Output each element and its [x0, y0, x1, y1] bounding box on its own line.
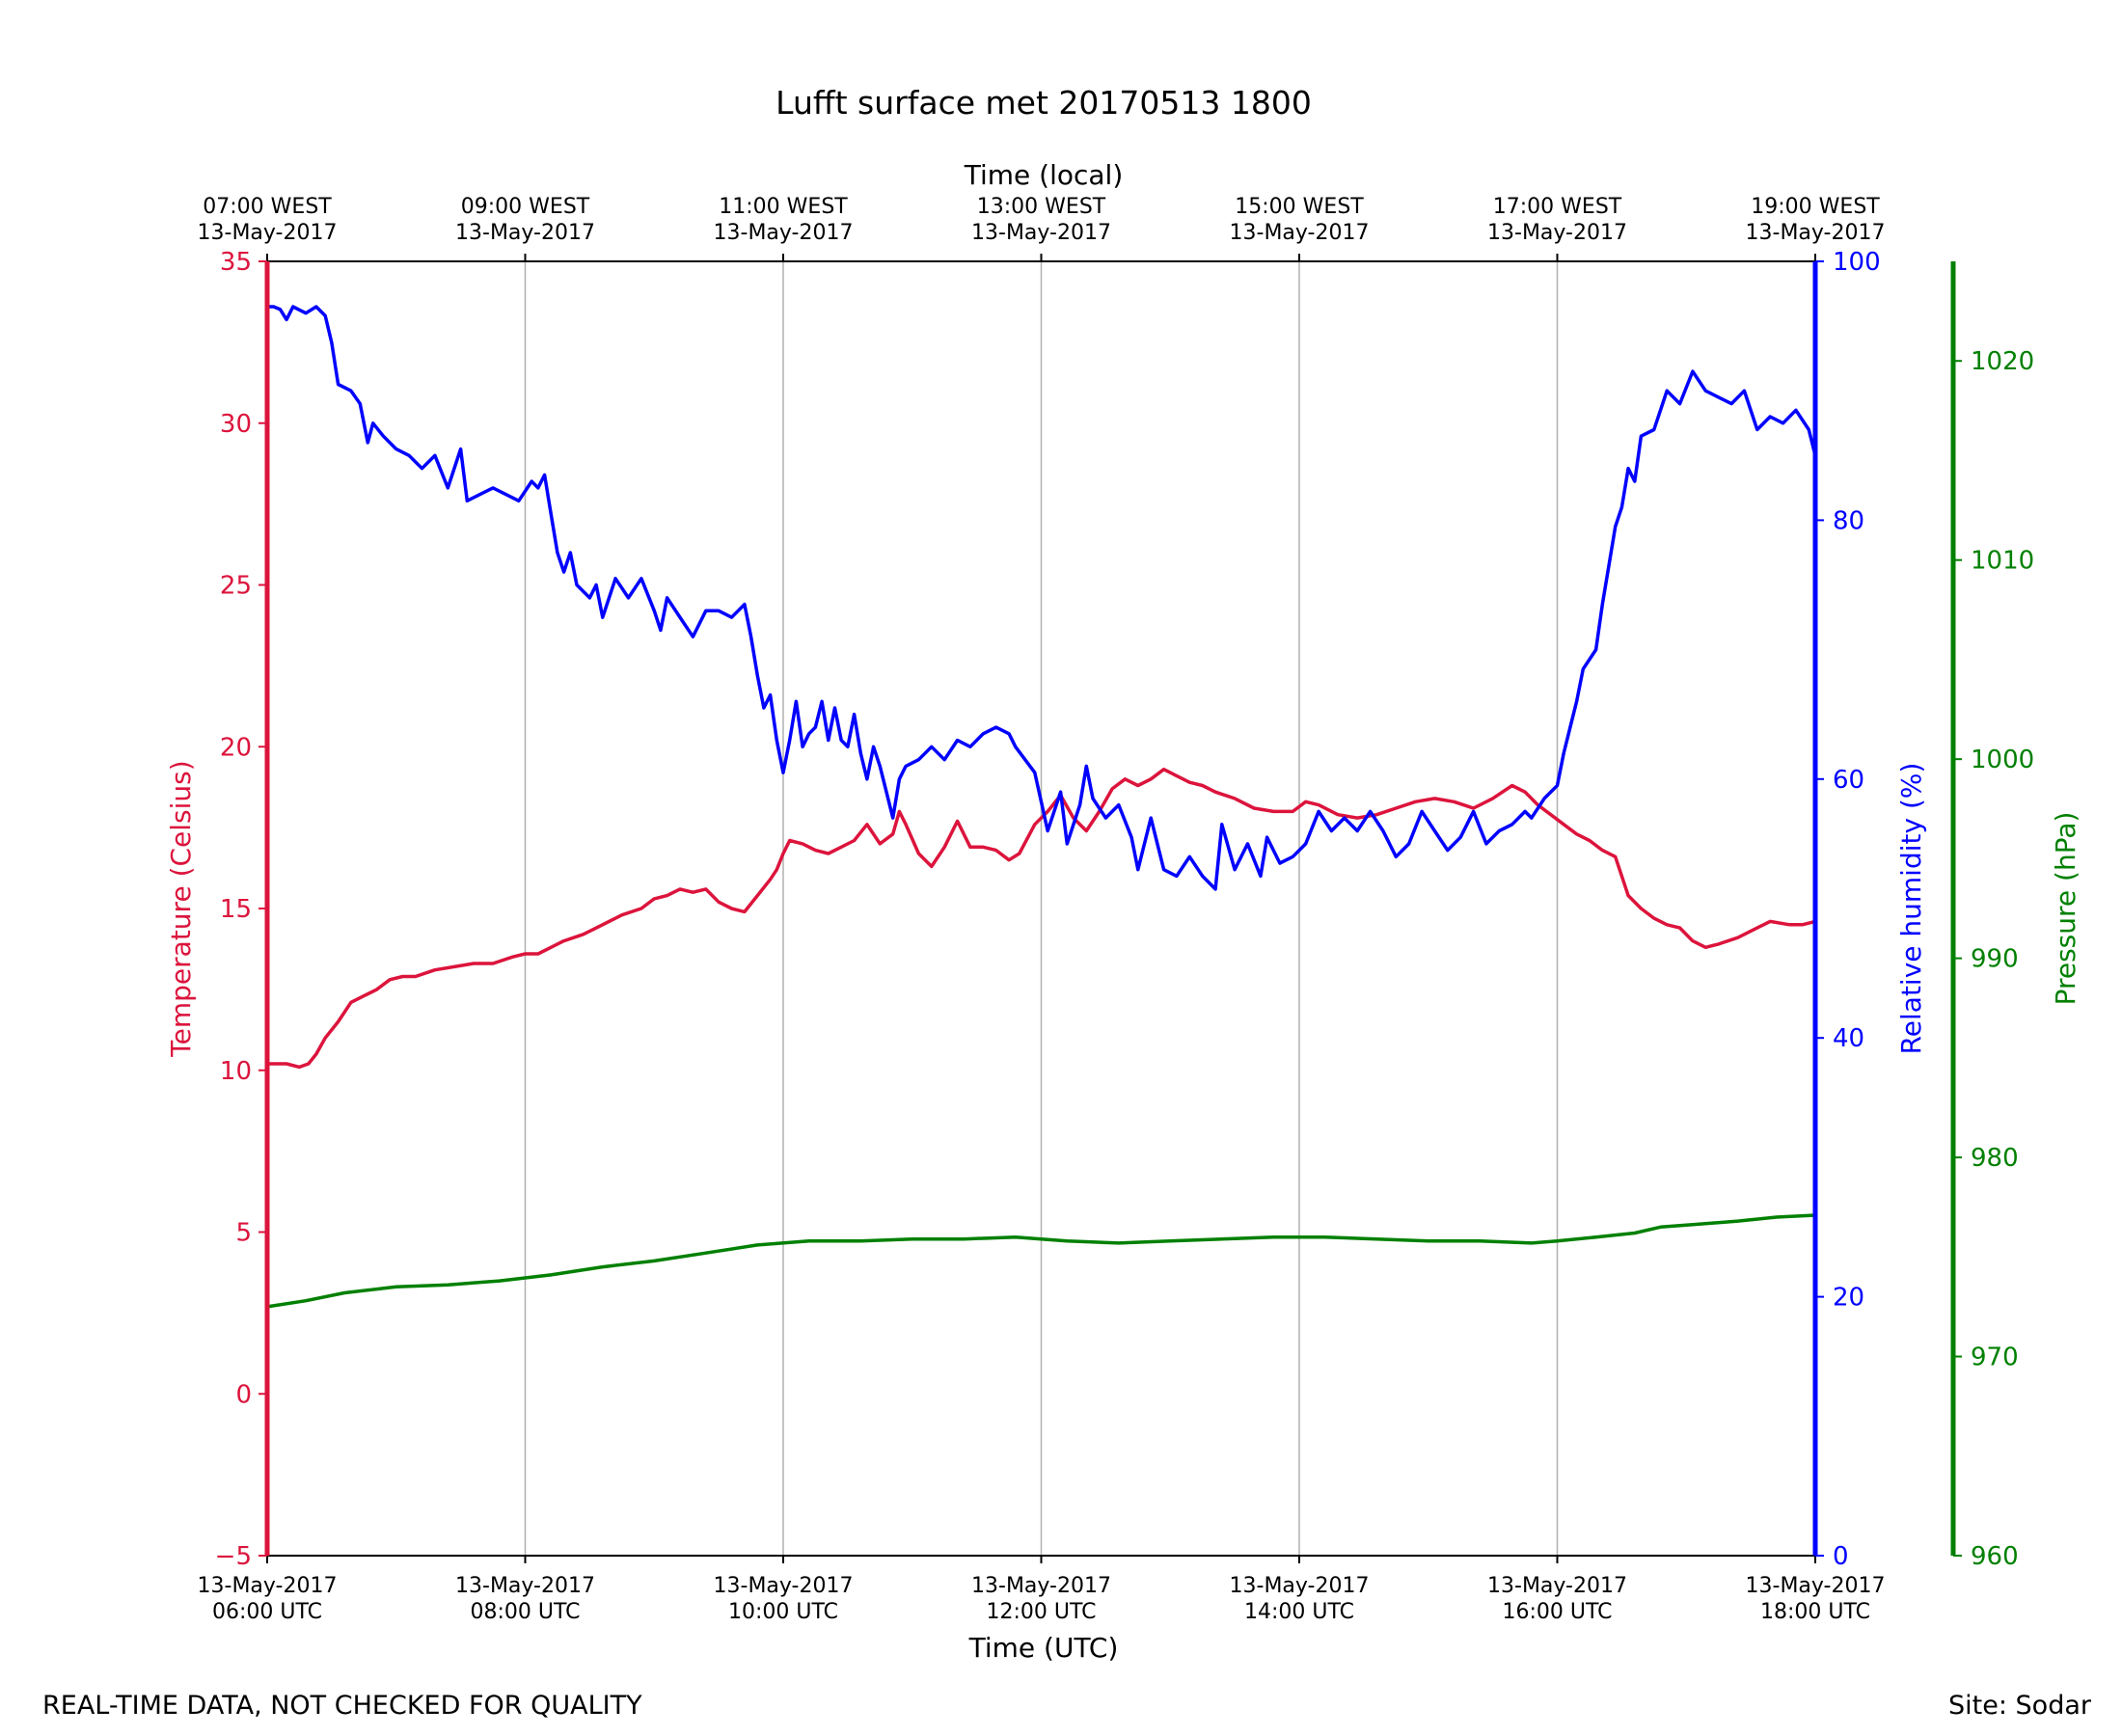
x2-tick-label: 13-May-2017: [1230, 221, 1370, 245]
temperature-tick-label: 35: [220, 248, 252, 277]
pressure-tick-label: 960: [1971, 1542, 2019, 1571]
x2-tick-label: 13-May-2017: [1746, 221, 1886, 245]
humidity-axis-label: Relative humidity (%): [1895, 763, 1927, 1055]
grid-layer: [524, 261, 1559, 1556]
x2-tick-label: 13-May-2017: [1487, 221, 1627, 245]
site-label: Site: Sodar: [1948, 1691, 2092, 1721]
temperature-tick-label: 25: [220, 572, 252, 601]
temperature-tick-label: 0: [235, 1380, 252, 1409]
x-tick-label: 10:00 UTC: [728, 1600, 838, 1624]
x-tick-label: 13-May-2017: [455, 1574, 595, 1598]
x-tick-label: 18:00 UTC: [1760, 1600, 1870, 1624]
temperature-tick-label: 5: [235, 1219, 252, 1248]
pressure-tick-label: 1010: [1971, 547, 2034, 576]
x-tick-label: 13-May-2017: [198, 1574, 338, 1598]
x2-tick-label: 13:00 WEST: [977, 195, 1106, 219]
x-tick-label: 14:00 UTC: [1244, 1600, 1354, 1624]
x2-tick-label: 13-May-2017: [971, 221, 1111, 245]
humidity-tick-label: 80: [1833, 506, 1864, 535]
x-tick-label: 08:00 UTC: [470, 1600, 580, 1624]
humidity-tick-label: 100: [1833, 248, 1881, 277]
temperature-axis-label: Temperature (Celsius): [165, 760, 197, 1057]
x-tick-label: 06:00 UTC: [212, 1600, 322, 1624]
pressure-tick-label: 970: [1971, 1343, 2019, 1372]
top-axis-label: Time (local): [964, 159, 1124, 191]
x-axis-label: Time (UTC): [968, 1632, 1119, 1664]
pressure-axis-label: Pressure (hPa): [2050, 812, 2081, 1006]
series-layer: [266, 305, 1817, 1309]
pressure-tick-label: 1000: [1971, 746, 2034, 774]
humidity-tick-label: 60: [1833, 766, 1864, 795]
temperature-tick-label: −5: [215, 1542, 252, 1571]
x2-tick-label: 11:00 WEST: [719, 195, 848, 219]
temperature-tick-label: 10: [220, 1057, 252, 1086]
pressure-tick-label: 1020: [1971, 347, 2034, 376]
temperature-tick-label: 20: [220, 733, 252, 762]
x-tick-label: 13-May-2017: [1230, 1574, 1370, 1598]
x2-tick-label: 13-May-2017: [198, 221, 338, 245]
x2-tick-label: 17:00 WEST: [1493, 195, 1622, 219]
x-tick-label: 16:00 UTC: [1502, 1600, 1612, 1624]
chart-title: Lufft surface met 20170513 1800: [775, 84, 1312, 122]
temperature-tick-label: 15: [220, 895, 252, 924]
x-tick-label: 13-May-2017: [1487, 1574, 1627, 1598]
pressure-series-line: [266, 1213, 1816, 1309]
temperature-series-line: [267, 767, 1816, 1070]
x-tick-label: 13-May-2017: [971, 1574, 1111, 1598]
temperature-tick-label: 30: [220, 410, 252, 439]
humidity-tick-label: 0: [1833, 1542, 1849, 1571]
humidity-tick-label: 40: [1833, 1024, 1864, 1053]
x2-tick-label: 07:00 WEST: [203, 195, 332, 219]
x-tick-label: 12:00 UTC: [986, 1600, 1096, 1624]
humidity-series-line: [267, 305, 1817, 891]
humidity-tick-label: 20: [1833, 1284, 1864, 1313]
x-tick-label: 13-May-2017: [714, 1574, 854, 1598]
x-tick-label: 13-May-2017: [1746, 1574, 1886, 1598]
x2-tick-label: 09:00 WEST: [461, 195, 590, 219]
x2-tick-label: 15:00 WEST: [1235, 195, 1364, 219]
x2-tick-label: 19:00 WEST: [1751, 195, 1880, 219]
quality-disclaimer: REAL-TIME DATA, NOT CHECKED FOR QUALITY: [42, 1691, 642, 1721]
pressure-tick-label: 990: [1971, 945, 2019, 974]
x2-tick-label: 13-May-2017: [455, 221, 595, 245]
x2-tick-label: 13-May-2017: [714, 221, 854, 245]
pressure-tick-label: 980: [1971, 1144, 2019, 1173]
